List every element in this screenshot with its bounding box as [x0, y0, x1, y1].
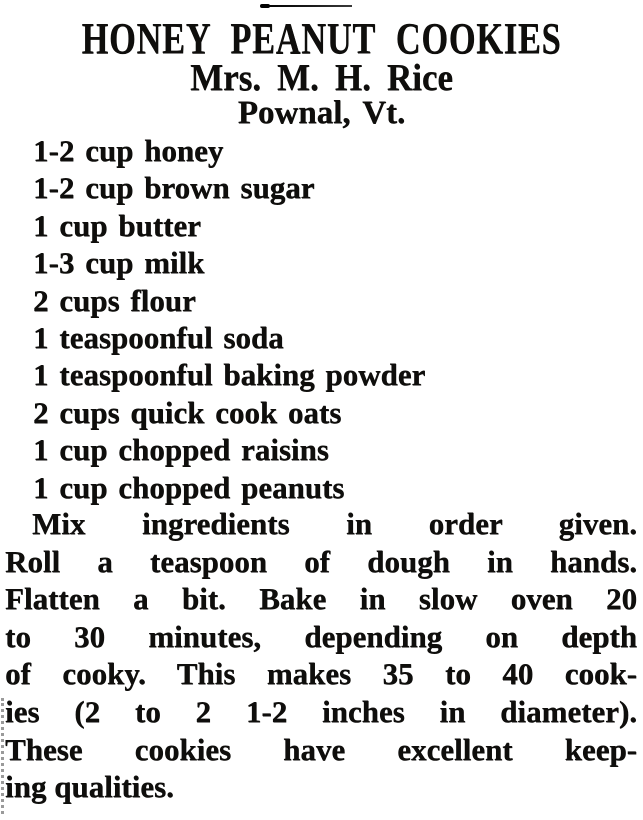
recipe-title: HONEY PEANUT COOKIES — [81, 14, 562, 63]
instruction-line: ies (2 to 2 1-2 inches in diameter). — [5, 693, 637, 729]
ingredient-list: 1-2 cup honey 1-2 cup brown sugar 1 cup … — [33, 132, 623, 506]
instructions-paragraph: Mix ingredients in order given. Roll a t… — [5, 505, 637, 806]
ingredient-line: 1 teaspoonful soda — [33, 320, 284, 356]
ingredient-line: 1-2 cup brown sugar — [33, 170, 315, 206]
instruction-line: Roll a teaspoon of dough in hands. — [5, 543, 637, 579]
instruction-line: Mix ingredients in order given. — [32, 506, 637, 541]
instruction-line: to 30 minutes, depending on depth — [5, 618, 637, 654]
ingredient-line: 1-2 cup honey — [33, 133, 224, 168]
ingredient-line: 2 cups quick cook oats — [33, 394, 342, 430]
ingredient-line: 1 cup chopped raisins — [33, 432, 329, 468]
recipe-location: Pownal, Vt. — [237, 95, 406, 131]
ingredient-line: 2 cups flour — [33, 282, 196, 318]
ingredient-line: 1 cup chopped peanuts — [33, 469, 345, 505]
top-rule — [260, 4, 352, 8]
instruction-line: These cookies have excellent keep- — [5, 731, 637, 767]
scan-artifact-left-edge — [1, 698, 4, 814]
ingredient-line: 1 teaspoonful baking powder — [33, 357, 426, 393]
instruction-line: ing qualities. — [5, 769, 174, 805]
ingredient-line: 1-3 cup milk — [33, 245, 205, 281]
recipe-byline: Mrs. M. H. Rice — [190, 57, 453, 99]
instruction-line: of cooky. This makes 35 to 40 cook- — [5, 656, 637, 692]
instruction-line: Flatten a bit. Bake in slow oven 20 — [5, 581, 637, 617]
ingredient-line: 1 cup butter — [33, 207, 201, 243]
